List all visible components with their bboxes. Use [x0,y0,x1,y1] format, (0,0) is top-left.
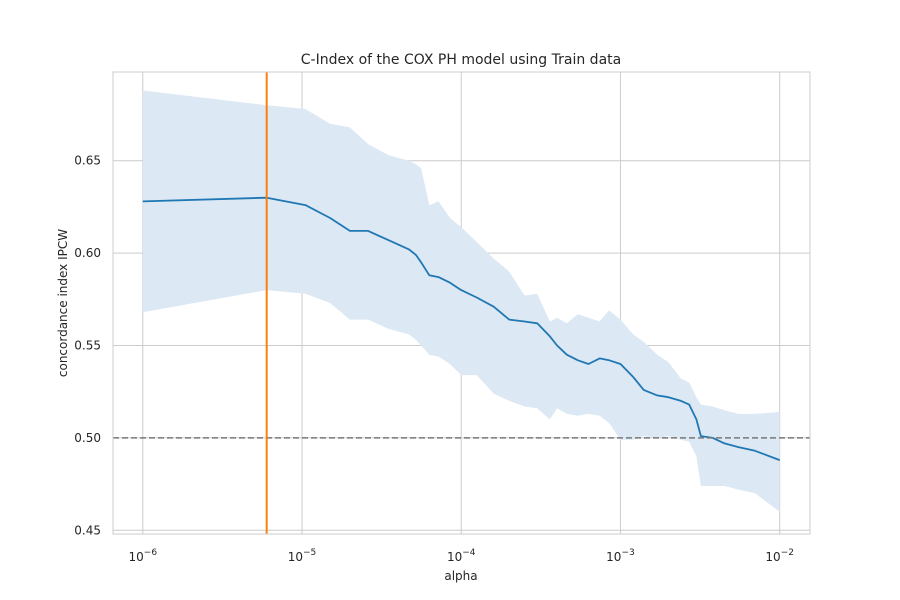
c-index-line [142,196,781,461]
y-axis-label: concordance index IPCW [56,229,70,377]
y-tick-label-0: 0.45 [74,523,101,537]
chart-title: C-Index of the COX PH model using Train … [301,52,621,68]
x-tick-label-3: 10−3 [606,548,635,564]
y-tick-label-3: 0.60 [74,246,101,260]
x-tick-label-2: 10−4 [447,548,476,564]
y-tick-label-4: 0.65 [74,154,101,168]
x-tick-label-4: 10−2 [765,548,794,564]
series-line-layer [142,196,781,461]
x-axis-label: alpha [444,569,477,583]
confidence-band-layer [142,90,780,512]
plot-frame [112,71,811,535]
y-tick-label-1: 0.50 [74,431,101,445]
reference-lines-layer [113,72,810,534]
x-tick-label-1: 10−5 [288,548,317,564]
y-tick-labels: 0.45 0.50 0.55 0.60 0.65 [74,154,101,538]
x-tick-labels: 10−6 10−5 10−4 10−3 10−2 [129,548,794,564]
confidence-band [142,90,780,512]
x-tick-label-0: 10−6 [129,548,158,564]
y-tick-label-2: 0.55 [74,339,101,353]
